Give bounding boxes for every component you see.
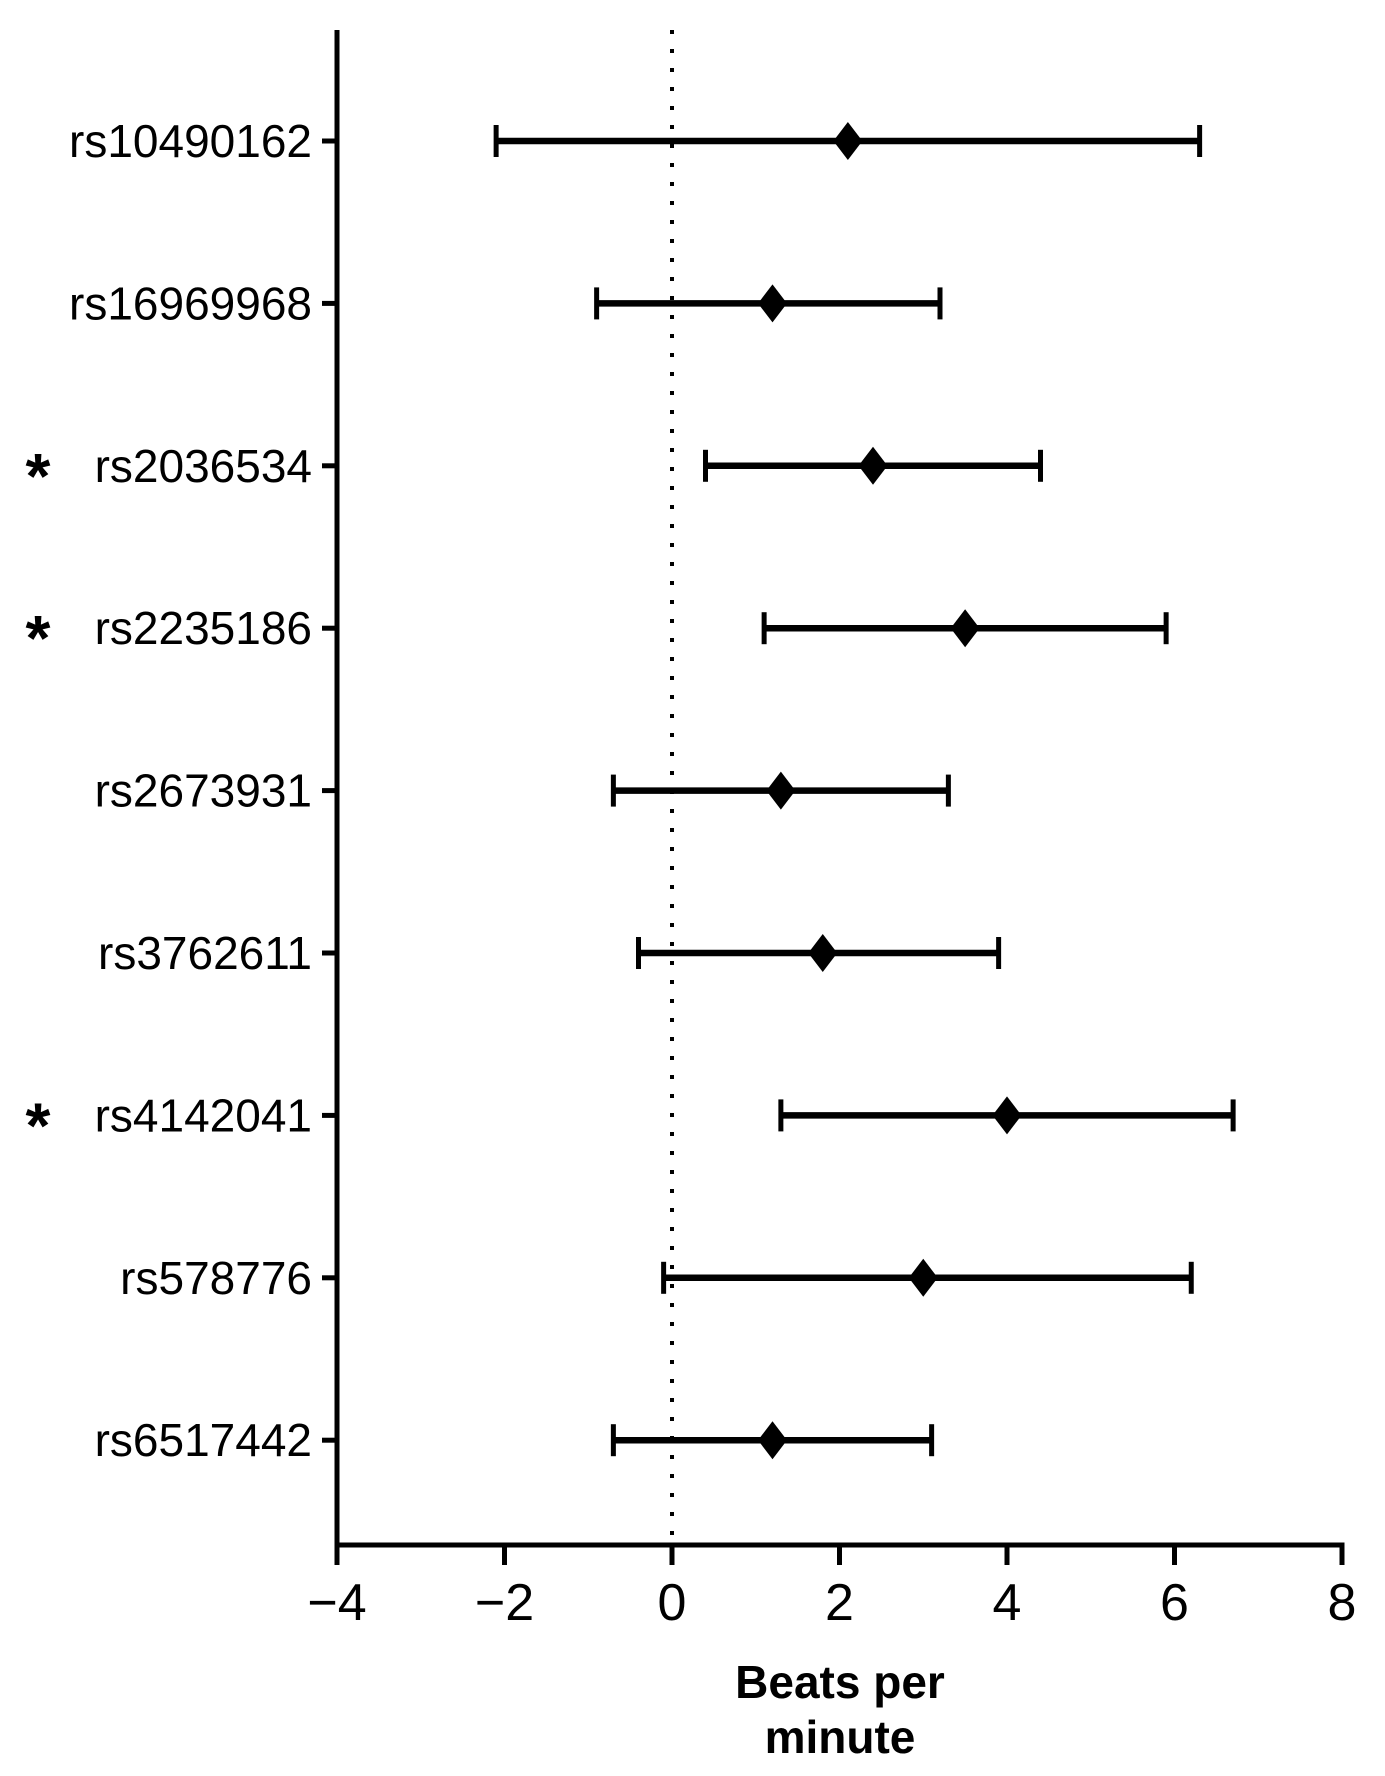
row-label: rs578776 bbox=[120, 1252, 312, 1304]
x-tick-label: 6 bbox=[1160, 1574, 1189, 1632]
row-label: rs10490162 bbox=[69, 115, 312, 167]
point-diamond bbox=[833, 122, 863, 160]
x-axis-title-line2: minute bbox=[765, 1711, 916, 1763]
x-tick-label: −4 bbox=[307, 1574, 366, 1632]
row-label: rs16969968 bbox=[69, 277, 312, 329]
significance-star: * bbox=[26, 1089, 51, 1161]
point-diamond bbox=[908, 1258, 938, 1297]
point-diamond bbox=[992, 1096, 1022, 1135]
point-diamond bbox=[758, 1421, 787, 1460]
x-axis-title-line1: Beats per bbox=[735, 1656, 945, 1708]
x-tick-label: 0 bbox=[658, 1574, 687, 1632]
row-label: rs2036534 bbox=[95, 440, 312, 492]
row-label: rs6517442 bbox=[95, 1414, 312, 1466]
row-label: rs2673931 bbox=[95, 765, 312, 817]
significance-star: * bbox=[26, 440, 51, 512]
row-label: rs4142041 bbox=[95, 1089, 312, 1141]
point-diamond bbox=[808, 934, 838, 972]
x-tick-label: 4 bbox=[993, 1574, 1022, 1632]
point-diamond bbox=[758, 284, 787, 323]
row-label: rs2235186 bbox=[95, 602, 312, 654]
point-diamond bbox=[858, 446, 888, 485]
point-diamond bbox=[766, 771, 796, 810]
point-diamond bbox=[950, 609, 980, 648]
x-tick-label: −2 bbox=[475, 1574, 534, 1632]
significance-star: * bbox=[26, 602, 51, 674]
x-tick-label: 8 bbox=[1328, 1574, 1357, 1632]
row-label: rs3762611 bbox=[98, 927, 312, 979]
x-tick-label: 2 bbox=[825, 1574, 854, 1632]
